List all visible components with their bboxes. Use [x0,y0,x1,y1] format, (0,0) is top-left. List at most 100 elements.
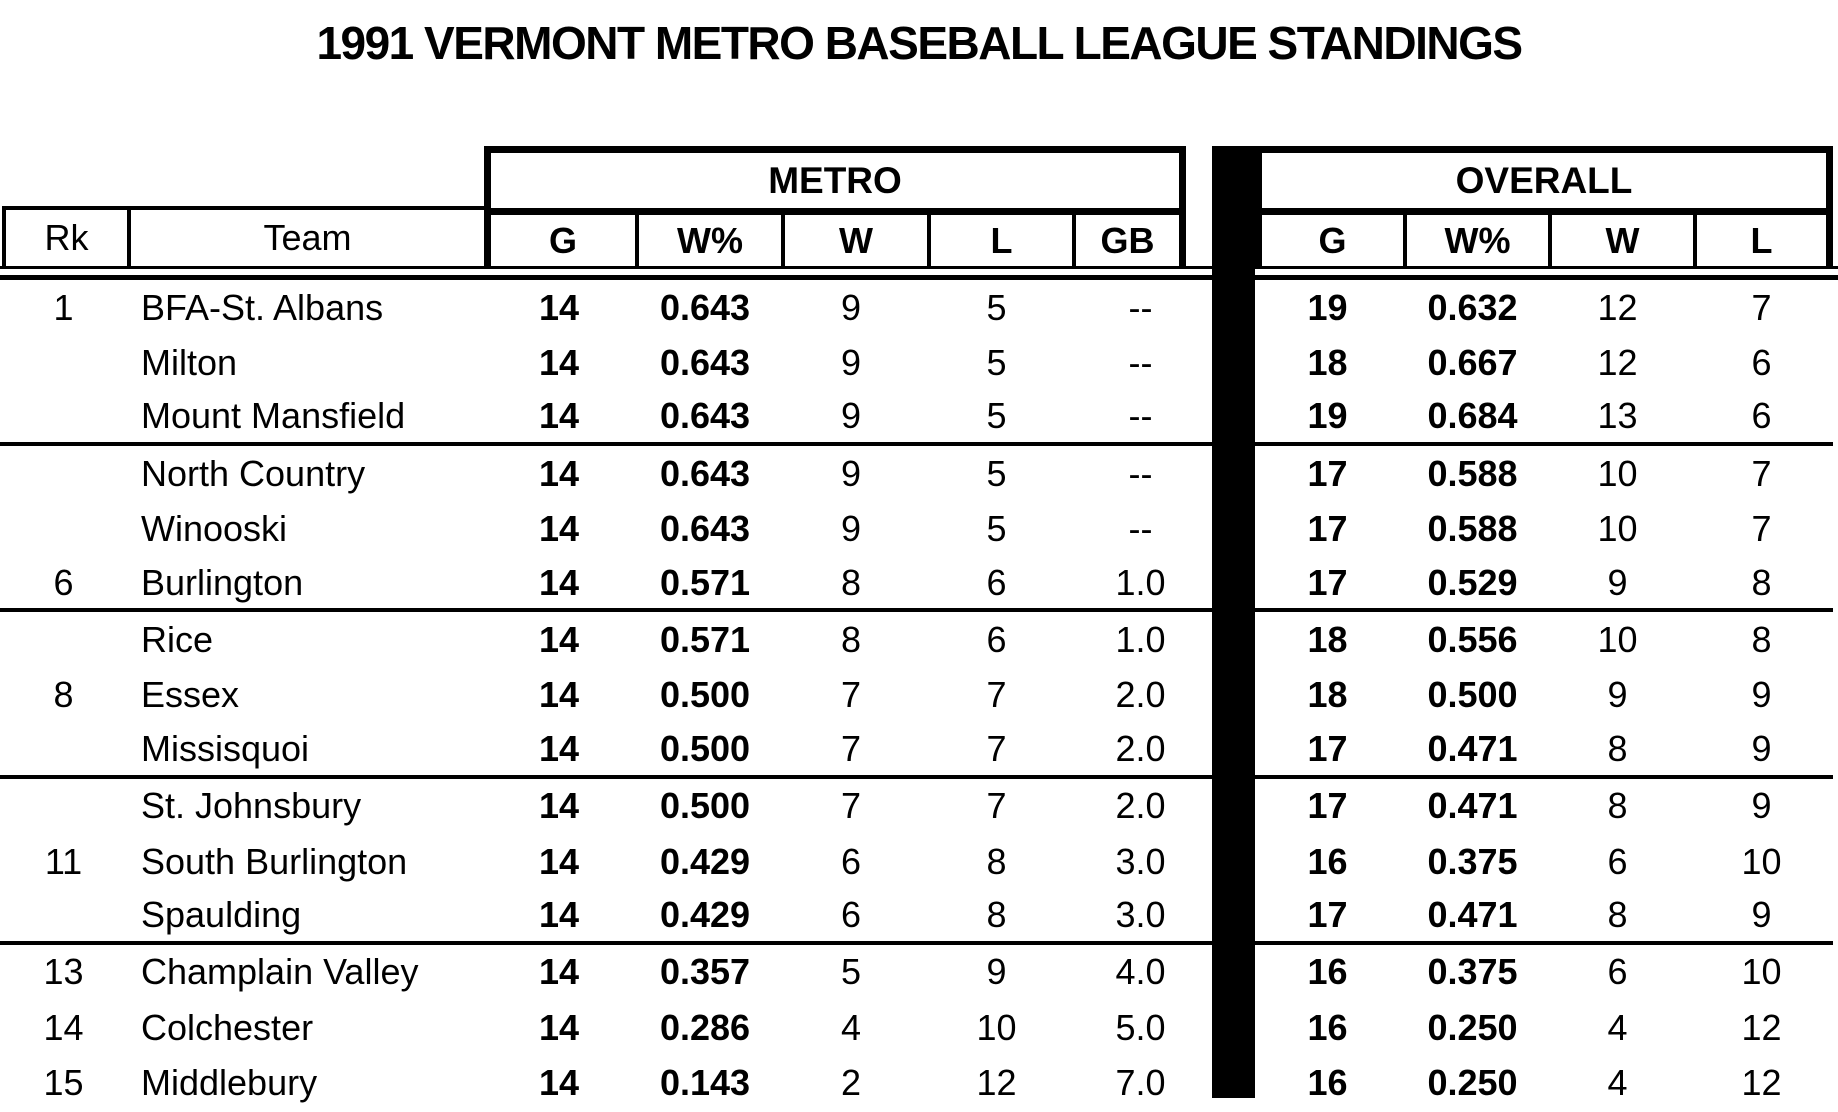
metro-gamesback-cell: 1.0 [1115,619,1166,661]
metro-winpct-cell: 0.500 [659,674,751,716]
overall-games-cell: 18 [1307,674,1348,716]
overall-col-header-games: G [1318,219,1347,261]
overall-winpct-cell: 0.500 [1427,674,1518,716]
overall-winpct-cell: 0.588 [1427,452,1518,494]
overall-winpct-cell: 0.471 [1427,893,1518,935]
overall-group-label: OVERALL [1262,153,1826,215]
overall-winpct-cell: 0.471 [1427,785,1518,827]
metro-losses-cell: 5 [986,342,1007,384]
overall-winpct-cell: 0.375 [1427,951,1518,993]
table-row: 1 BFA-St. Albans 14 0.643 9 5 -- 19 0.63… [0,280,1833,335]
table-row: 13 Champlain Valley 14 0.357 5 9 4.0 16 … [0,945,1833,1000]
metro-losses-cell: 8 [986,840,1007,882]
metro-losses-cell: 12 [976,1062,1017,1104]
overall-games-cell: 17 [1307,508,1348,550]
metro-winpct-cell: 0.643 [659,286,751,328]
table-row: 11 South Burlington 14 0.429 6 8 3.0 16 … [0,834,1833,889]
team-name-cell: Champlain Valley [141,951,419,993]
overall-games-cell: 16 [1307,1006,1348,1048]
metro-wins-cell: 7 [840,785,862,827]
metro-winpct-cell: 0.643 [659,395,751,437]
metro-games-cell: 14 [538,893,580,935]
metro-games-cell: 14 [538,1006,580,1048]
team-col-header: Team [263,217,352,258]
team-name-cell: Essex [141,674,240,716]
overall-losses-cell: 8 [1751,619,1772,661]
metro-col-header-gamesback: GB [1072,215,1179,266]
metro-games-cell: 14 [538,674,580,716]
metro-losses-cell: 10 [976,1006,1017,1048]
metro-losses-cell: 5 [986,452,1007,494]
table-row: Spaulding 14 0.429 6 8 3.0 17 0.471 8 9 [0,889,1833,945]
metro-winpct-cell: 0.643 [659,508,751,550]
metro-gamesback-cell: -- [1128,395,1153,437]
metro-wins-cell: 6 [840,840,862,882]
overall-wins-cell: 8 [1607,727,1628,769]
metro-losses-cell: 6 [986,561,1007,603]
overall-losses-cell: 10 [1741,951,1782,993]
metro-gamesback-cell: -- [1128,342,1153,384]
metro-losses-cell: 6 [986,619,1007,661]
metro-wins-cell: 7 [840,674,862,716]
overall-games-cell: 16 [1307,1062,1348,1104]
rank-cell: 13 [43,951,84,993]
overall-games-cell: 17 [1307,561,1348,603]
table-row: Mount Mansfield 14 0.643 9 5 -- 19 0.684… [0,391,1833,447]
metro-group-label: METRO [491,153,1179,215]
metro-gamesback-cell: 2.0 [1115,674,1166,716]
overall-losses-cell: 6 [1751,395,1772,437]
metro-losses-cell: 7 [986,674,1007,716]
metro-gamesback-cell: -- [1128,508,1153,550]
overall-games-cell: 18 [1307,619,1348,661]
metro-winpct-cell: 0.500 [659,727,751,769]
overall-wins-cell: 12 [1597,286,1638,328]
metro-wins-cell: 7 [840,727,862,769]
overall-col-header-losses: L [1693,215,1826,266]
overall-losses-cell: 12 [1741,1006,1782,1048]
metro-wins-cell: 6 [840,893,862,935]
metro-wins-cell: 2 [840,1062,862,1104]
section-divider-bar [1212,146,1255,1098]
metro-losses-cell: 5 [986,395,1007,437]
rank-cell: 11 [44,840,83,882]
overall-losses-cell: 6 [1751,342,1772,384]
overall-games-cell: 16 [1307,951,1348,993]
overall-losses-cell: 7 [1751,508,1772,550]
overall-wins-cell: 9 [1607,674,1628,716]
metro-col-header-losses: L [927,215,1072,266]
metro-games-cell: 14 [538,951,580,993]
overall-losses-cell: 10 [1741,840,1782,882]
overall-wins-cell: 6 [1607,951,1628,993]
rank-cell: 8 [53,674,74,716]
overall-winpct-cell: 0.375 [1427,840,1518,882]
overall-games-cell: 17 [1307,727,1348,769]
metro-gamesback-cell: 1.0 [1115,561,1166,603]
metro-games-cell: 14 [538,840,580,882]
rank-cell: 6 [53,561,74,603]
overall-winpct-cell: 0.556 [1427,619,1518,661]
metro-wins-cell: 9 [840,508,862,550]
metro-winpct-cell: 0.571 [659,619,751,661]
overall-losses-cell: 9 [1751,674,1772,716]
metro-losses-cell: 5 [986,508,1007,550]
metro-wins-cell: 9 [840,342,862,384]
overall-winpct-cell: 0.667 [1427,342,1518,384]
standings-rows: 1 BFA-St. Albans 14 0.643 9 5 -- 19 0.63… [0,280,1833,1111]
team-name-cell: North Country [141,452,366,494]
overall-losses-cell: 7 [1751,452,1772,494]
metro-wins-cell: 9 [840,452,862,494]
overall-games-cell: 17 [1307,452,1348,494]
metro-wins-cell: 9 [840,286,862,328]
metro-games-cell: 14 [538,619,580,661]
table-row: St. Johnsbury 14 0.500 7 7 2.0 17 0.471 … [0,779,1833,834]
metro-games-cell: 14 [538,342,580,384]
overall-wins-cell: 8 [1607,785,1628,827]
overall-games-cell: 17 [1307,785,1348,827]
overall-wins-cell: 6 [1607,840,1628,882]
rank-col-header: Rk [6,210,131,266]
metro-wins-cell: 8 [840,619,862,661]
metro-winpct-cell: 0.429 [659,893,751,935]
metro-wins-cell: 5 [840,951,862,993]
overall-col-header-wins: W [1548,215,1693,266]
metro-losses-cell: 7 [986,785,1007,827]
